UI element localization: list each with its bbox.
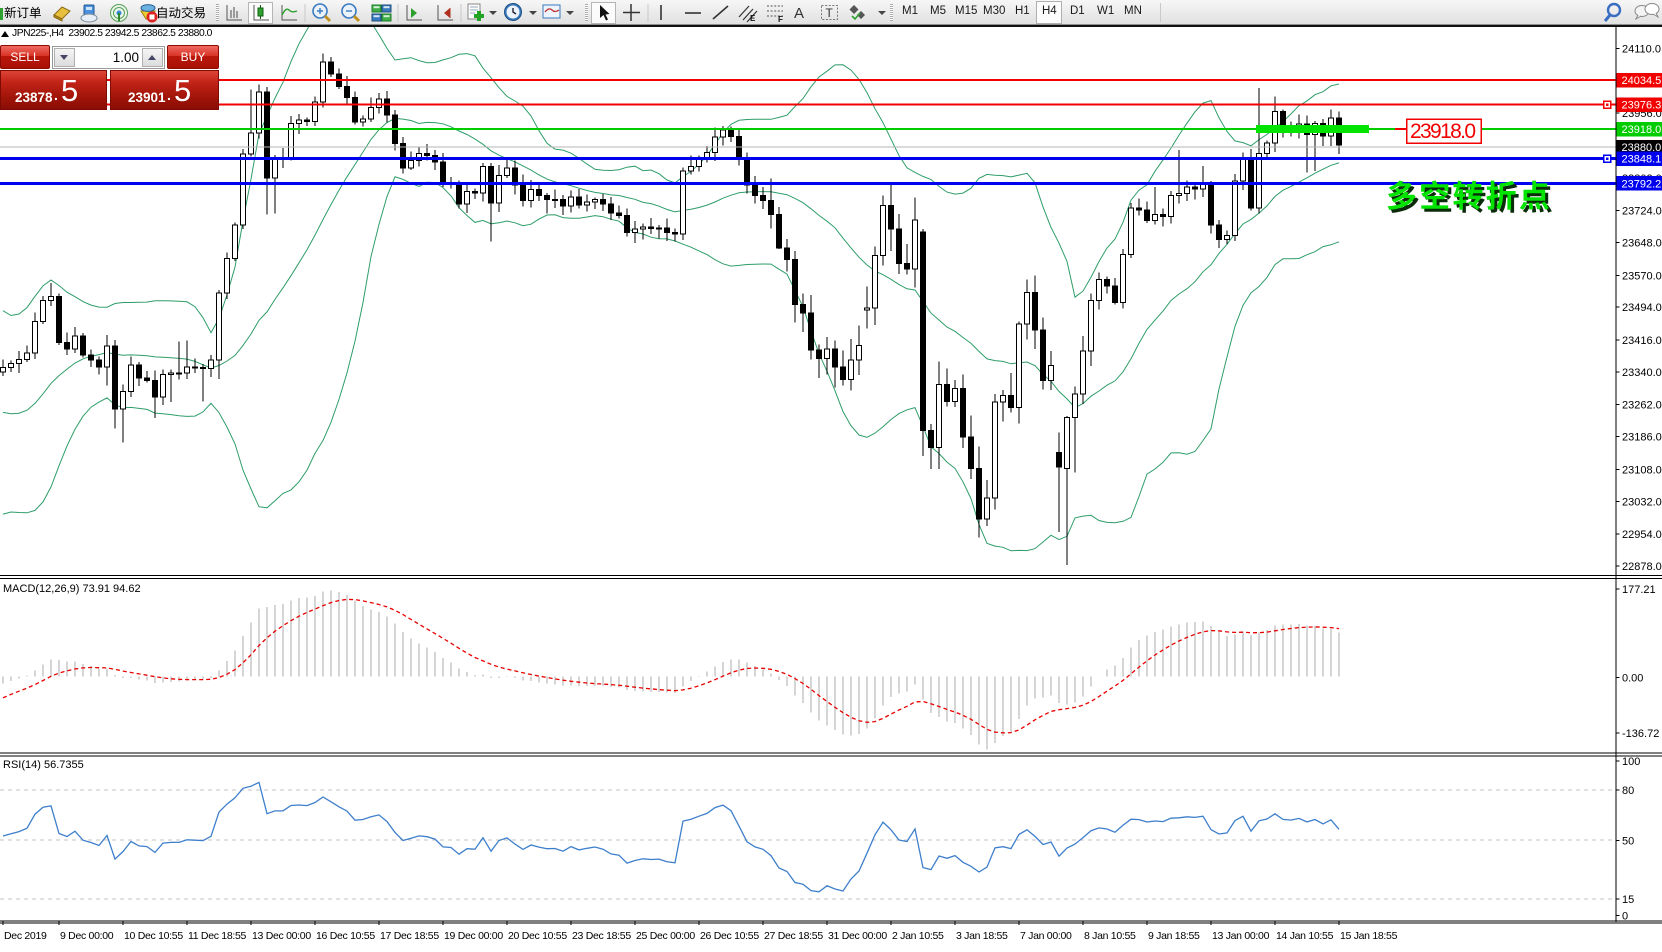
svg-text:23186.0: 23186.0 bbox=[1622, 432, 1662, 444]
svg-text:23494.0: 23494.0 bbox=[1622, 302, 1662, 314]
svg-text:23032.0: 23032.0 bbox=[1622, 496, 1662, 508]
svg-text:22954.0: 22954.0 bbox=[1622, 529, 1662, 541]
svg-text:20 Dec 10:55: 20 Dec 10:55 bbox=[508, 930, 567, 942]
svg-text:17 Dec 18:55: 17 Dec 18:55 bbox=[380, 930, 439, 942]
svg-text:MACD(12,26,9) 73.91 94.62: MACD(12,26,9) 73.91 94.62 bbox=[3, 583, 141, 595]
svg-text:23976.3: 23976.3 bbox=[1622, 100, 1662, 112]
svg-text:27 Dec 18:55: 27 Dec 18:55 bbox=[764, 930, 823, 942]
svg-text:23848.1: 23848.1 bbox=[1622, 154, 1662, 166]
svg-text:0.00: 0.00 bbox=[1622, 673, 1643, 685]
svg-text:23648.0: 23648.0 bbox=[1622, 238, 1662, 250]
svg-text:0: 0 bbox=[1622, 911, 1628, 923]
svg-text:24110.0: 24110.0 bbox=[1622, 44, 1661, 56]
svg-text:31 Dec 00:00: 31 Dec 00:00 bbox=[828, 930, 887, 942]
svg-text:100: 100 bbox=[1622, 756, 1640, 768]
svg-text:8 Jan 10:55: 8 Jan 10:55 bbox=[1084, 930, 1136, 942]
svg-text:-136.72: -136.72 bbox=[1622, 728, 1659, 740]
svg-text:23792.2: 23792.2 bbox=[1622, 178, 1662, 190]
svg-text:23340.0: 23340.0 bbox=[1622, 367, 1662, 379]
svg-text:2 Jan 10:55: 2 Jan 10:55 bbox=[892, 930, 944, 942]
svg-text:22878.0: 22878.0 bbox=[1622, 561, 1662, 573]
svg-text:15 Jan 18:55: 15 Jan 18:55 bbox=[1340, 930, 1398, 942]
svg-text:10 Dec 10:55: 10 Dec 10:55 bbox=[124, 930, 183, 942]
svg-text:13 Dec 00:00: 13 Dec 00:00 bbox=[252, 930, 311, 942]
svg-text:23918.0: 23918.0 bbox=[1410, 120, 1476, 143]
svg-text:19 Dec 00:00: 19 Dec 00:00 bbox=[444, 930, 503, 942]
svg-text:9 Jan 18:55: 9 Jan 18:55 bbox=[1148, 930, 1200, 942]
svg-text:25 Dec 00:00: 25 Dec 00:00 bbox=[636, 930, 695, 942]
svg-text:7 Jan 00:00: 7 Jan 00:00 bbox=[1020, 930, 1072, 942]
svg-text:T: T bbox=[826, 6, 834, 20]
svg-text:80: 80 bbox=[1622, 785, 1634, 797]
svg-text:13 Jan 00:00: 13 Jan 00:00 bbox=[1212, 930, 1270, 942]
svg-text:23 Dec 18:55: 23 Dec 18:55 bbox=[572, 930, 631, 942]
svg-text:15: 15 bbox=[1622, 894, 1634, 906]
svg-text:23262.0: 23262.0 bbox=[1622, 400, 1662, 412]
svg-text:11 Dec 18:55: 11 Dec 18:55 bbox=[188, 930, 247, 942]
svg-text:9 Dec 00:00: 9 Dec 00:00 bbox=[60, 930, 114, 942]
svg-text:26 Dec 10:55: 26 Dec 10:55 bbox=[700, 930, 759, 942]
svg-text:RSI(14) 56.7355: RSI(14) 56.7355 bbox=[3, 759, 84, 771]
svg-text:A: A bbox=[794, 5, 804, 22]
svg-text:14 Jan 10:55: 14 Jan 10:55 bbox=[1276, 930, 1334, 942]
svg-text:3 Jan 18:55: 3 Jan 18:55 bbox=[956, 930, 1008, 942]
svg-text:E: E bbox=[750, 14, 756, 23]
svg-text:23108.0: 23108.0 bbox=[1622, 464, 1662, 476]
svg-text:F: F bbox=[778, 15, 783, 24]
svg-text:16 Dec 10:55: 16 Dec 10:55 bbox=[316, 930, 375, 942]
svg-text:Dec 2019: Dec 2019 bbox=[4, 930, 47, 942]
svg-text:23918.0: 23918.0 bbox=[1622, 124, 1662, 136]
svg-text:23724.0: 23724.0 bbox=[1622, 206, 1662, 218]
svg-text:23570.0: 23570.0 bbox=[1622, 270, 1662, 282]
svg-text:23416.0: 23416.0 bbox=[1622, 335, 1662, 347]
svg-text:177.21: 177.21 bbox=[1622, 584, 1656, 596]
svg-text:24034.5: 24034.5 bbox=[1622, 75, 1662, 87]
svg-text:50: 50 bbox=[1622, 835, 1634, 847]
